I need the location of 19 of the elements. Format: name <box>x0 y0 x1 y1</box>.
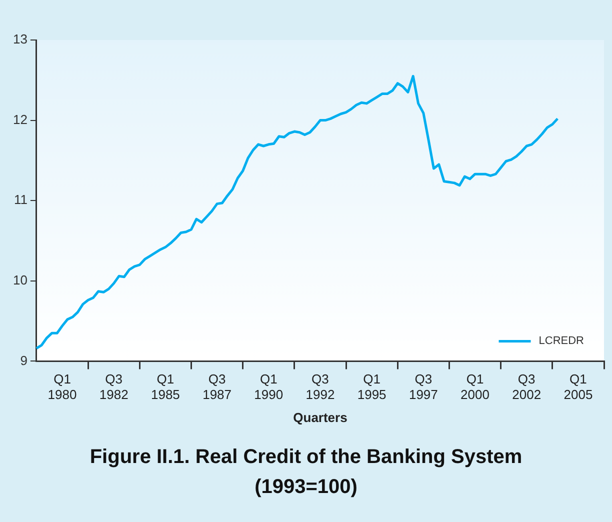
y-tick-label: 9 <box>20 352 28 368</box>
y-tick-label: 11 <box>14 192 28 208</box>
x-tick-label: Q1 1995 <box>357 372 386 402</box>
text: Figure II.1. Real Credit of the Banking System (1993=100) <box>88 445 524 500</box>
x-tick-label: Q3 1992 <box>306 372 335 402</box>
y-tick-label: 12 <box>12 112 28 127</box>
x-tick-label: Q1 1980 <box>48 372 77 402</box>
x-tick-label: Q1 2000 <box>460 372 490 402</box>
x-tick-label: Q3 1997 <box>408 372 438 402</box>
y-tick-label: 10 <box>12 272 28 288</box>
x-tick-label: Q1 2005 <box>564 372 593 402</box>
x-tick-label: Q3 1987 <box>202 372 232 402</box>
y-tick-label: 13 <box>12 32 28 47</box>
x-tick-label: Q3 2002 <box>512 372 542 402</box>
x-tick-label: Q1 1990 <box>254 372 284 402</box>
x-tick-label: Q3 1982 <box>99 372 128 402</box>
x-tick-label: Q1 1985 <box>150 372 180 402</box>
x-axis-title: Quarters <box>293 410 348 425</box>
legend-label: LCREDR <box>538 335 584 348</box>
